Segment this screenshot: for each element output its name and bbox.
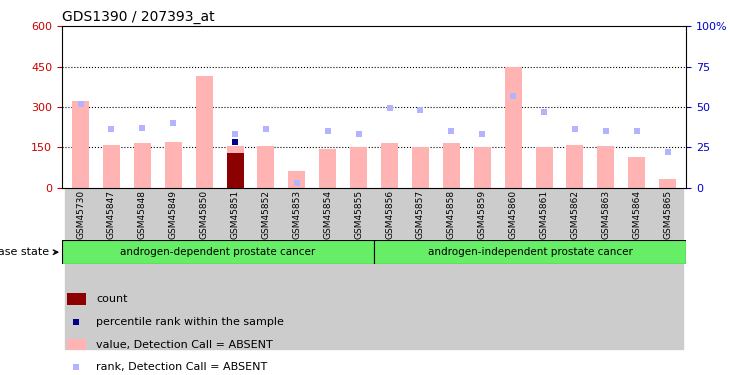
- Text: androgen-independent prostate cancer: androgen-independent prostate cancer: [428, 247, 633, 257]
- Bar: [67, 339, 85, 350]
- Bar: [343, 189, 374, 349]
- Bar: [498, 189, 529, 349]
- Bar: [381, 143, 398, 188]
- Text: count: count: [96, 294, 128, 304]
- Text: GDS1390 / 207393_at: GDS1390 / 207393_at: [62, 10, 215, 24]
- Bar: [374, 240, 686, 264]
- Bar: [96, 189, 127, 349]
- Bar: [165, 142, 182, 188]
- Bar: [319, 148, 337, 188]
- Bar: [466, 189, 498, 349]
- Bar: [258, 146, 274, 188]
- Bar: [536, 147, 553, 188]
- Bar: [312, 189, 343, 349]
- Bar: [158, 189, 189, 349]
- Bar: [405, 189, 436, 349]
- Bar: [103, 144, 120, 188]
- Bar: [374, 189, 405, 349]
- Bar: [412, 147, 429, 188]
- Bar: [72, 102, 89, 188]
- Bar: [652, 189, 683, 349]
- Text: value, Detection Call = ABSENT: value, Detection Call = ABSENT: [96, 340, 273, 350]
- Text: rank, Detection Call = ABSENT: rank, Detection Call = ABSENT: [96, 362, 268, 372]
- Bar: [566, 144, 583, 188]
- Bar: [436, 189, 466, 349]
- Bar: [127, 189, 158, 349]
- Bar: [529, 189, 559, 349]
- Bar: [134, 143, 151, 188]
- Bar: [282, 189, 312, 349]
- Bar: [226, 153, 244, 188]
- Bar: [504, 67, 522, 188]
- Bar: [591, 189, 621, 349]
- Bar: [350, 147, 367, 188]
- Bar: [220, 189, 250, 349]
- Bar: [629, 157, 645, 188]
- Text: androgen-dependent prostate cancer: androgen-dependent prostate cancer: [120, 247, 315, 257]
- Bar: [250, 189, 282, 349]
- Bar: [67, 294, 85, 304]
- Bar: [189, 189, 220, 349]
- Bar: [443, 143, 460, 188]
- Bar: [226, 146, 244, 188]
- Text: percentile rank within the sample: percentile rank within the sample: [96, 317, 284, 327]
- Bar: [559, 189, 591, 349]
- Bar: [65, 189, 96, 349]
- Bar: [196, 76, 212, 188]
- Bar: [62, 240, 374, 264]
- Bar: [597, 146, 615, 188]
- Bar: [621, 189, 652, 349]
- Bar: [474, 147, 491, 188]
- Bar: [288, 171, 305, 188]
- Text: disease state: disease state: [0, 247, 58, 257]
- Bar: [659, 180, 676, 188]
